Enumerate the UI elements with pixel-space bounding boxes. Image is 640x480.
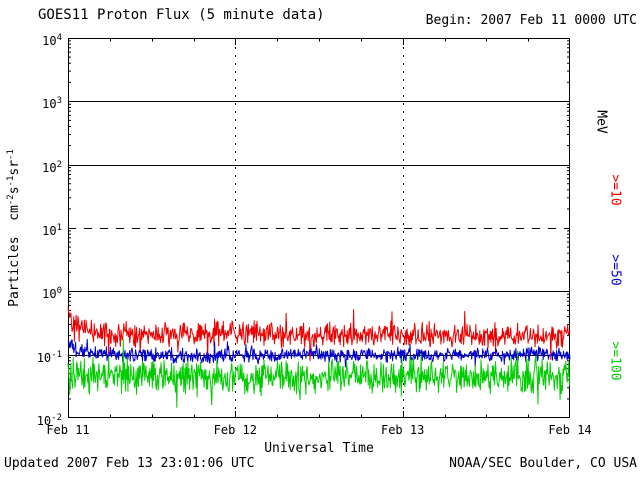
plot-border xyxy=(68,38,570,418)
legend-unit-mev: MeV xyxy=(593,110,609,134)
series-line-protons10mev xyxy=(67,307,571,361)
x-tick-label-feb-11: Feb 11 xyxy=(46,423,90,437)
x-tick-label-feb-13: Feb 13 xyxy=(380,423,425,437)
x-tick-label-feb-14: Feb 14 xyxy=(548,423,592,437)
series-line-protons100mev xyxy=(67,338,571,408)
y-tick-label-1e4: 104 xyxy=(42,33,62,48)
y-tick-label-1e3: 103 xyxy=(42,96,62,112)
updated-timestamp: Updated 2007 Feb 13 23:01:06 UTC xyxy=(4,456,255,471)
chart-title: GOES11 Proton Flux (5 minute data) xyxy=(38,7,325,23)
begin-timestamp: Begin: 2007 Feb 11 0000 UTC xyxy=(425,13,637,28)
y-tick-label-1e-1: 10-1 xyxy=(36,349,62,365)
y-tick-label-1e1: 101 xyxy=(42,223,62,238)
legend-entry-50: >=50 xyxy=(607,254,623,286)
x-tick-label-feb-12: Feb 12 xyxy=(213,423,257,437)
series-line-protons50mev xyxy=(67,338,571,368)
credit-noaa: NOAA/SEC Boulder, CO USA xyxy=(449,456,637,471)
y-tick-label-1e0: 100 xyxy=(42,286,62,302)
legend-entry-100: >=100 xyxy=(607,341,623,381)
y-tick-label-1e-2: 10-2 xyxy=(36,413,62,428)
y-tick-label-1e2: 102 xyxy=(42,159,62,175)
legend-entry-10: >=10 xyxy=(607,174,623,206)
x-axis-label: Universal Time xyxy=(264,441,374,456)
